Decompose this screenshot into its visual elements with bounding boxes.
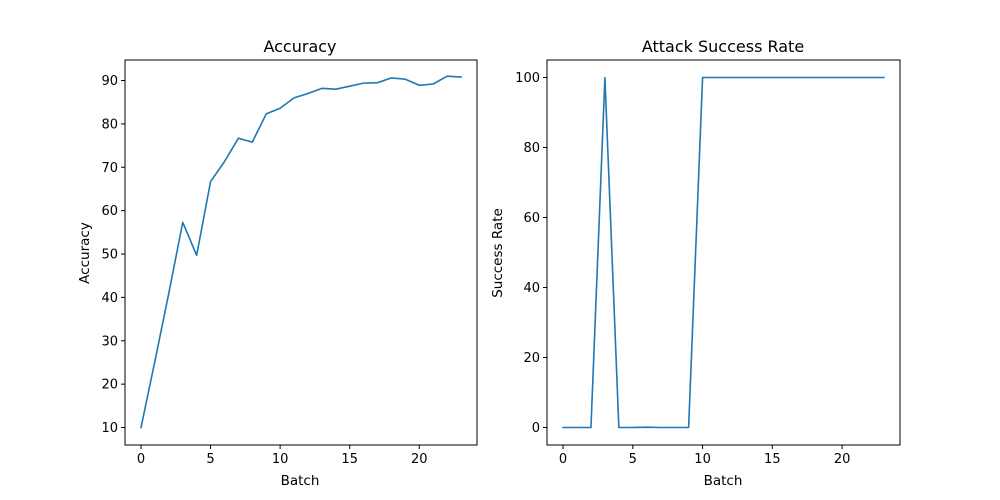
accuracy-x-tick-label: 10 [272,452,289,467]
attack-success-y-tick-label: 20 [523,351,540,366]
attack-success-series-line [562,76,885,429]
attack-success-y-tick-label: 80 [523,141,540,156]
accuracy-y-axis-label: Accuracy [77,222,93,284]
attack-success-x-ticks: 0 5 10 15 20 [559,445,850,467]
accuracy-y-tick-label: 40 [101,291,118,306]
attack-success-y-tick-label: 100 [515,71,540,86]
attack-success-x-tick-label: 10 [694,452,711,467]
accuracy-chart-title: Accuracy [263,37,336,56]
accuracy-lines [140,75,462,429]
attack-success-lines [562,76,885,429]
attack-success-plot-frame [546,59,901,446]
attack-success-y-ticks: 0 20 40 60 80 100 [515,71,547,436]
attack-success-chart-title: Attack Success Rate [642,37,804,56]
attack-success-y-tick-label: 0 [532,421,540,436]
accuracy-x-tick-label: 5 [206,452,214,467]
attack-success-y-tick-label: 40 [523,281,540,296]
attack-success-x-tick-label: 20 [834,452,851,467]
accuracy-x-ticks: 0 5 10 15 20 [137,445,428,467]
accuracy-chart: Accuracy Batch Accuracy 1020304050607080… [77,37,478,489]
accuracy-x-axis-label: Batch [281,473,320,489]
accuracy-plot-frame [124,59,478,446]
accuracy-y-ticks: 10 20 30 40 50 60 70 80 90 [101,74,125,436]
accuracy-y-tick-label: 60 [101,204,118,219]
accuracy-y-tick-label: 10 [101,421,118,436]
accuracy-y-tick-label: 30 [101,334,118,349]
attack-success-x-tick-label: 5 [629,452,637,467]
accuracy-y-tick-label: 50 [101,248,118,263]
accuracy-y-tick-label: 80 [101,117,118,132]
accuracy-series-line [140,75,462,429]
attack-success-y-tick-label: 60 [523,211,540,226]
accuracy-x-tick-label: 0 [137,452,145,467]
attack-success-x-tick-label: 0 [559,452,567,467]
attack-success-chart: Attack Success Rate Batch Success Rate 0… [490,37,901,489]
accuracy-x-tick-label: 20 [411,452,428,467]
attack-success-x-axis-label: Batch [704,473,743,489]
accuracy-y-tick-label: 20 [101,378,118,393]
accuracy-x-tick-label: 15 [341,452,358,467]
accuracy-y-tick-label: 70 [101,161,118,176]
accuracy-y-tick-label: 90 [101,74,118,89]
attack-success-x-tick-label: 15 [764,452,781,467]
attack-success-y-axis-label: Success Rate [490,208,506,298]
